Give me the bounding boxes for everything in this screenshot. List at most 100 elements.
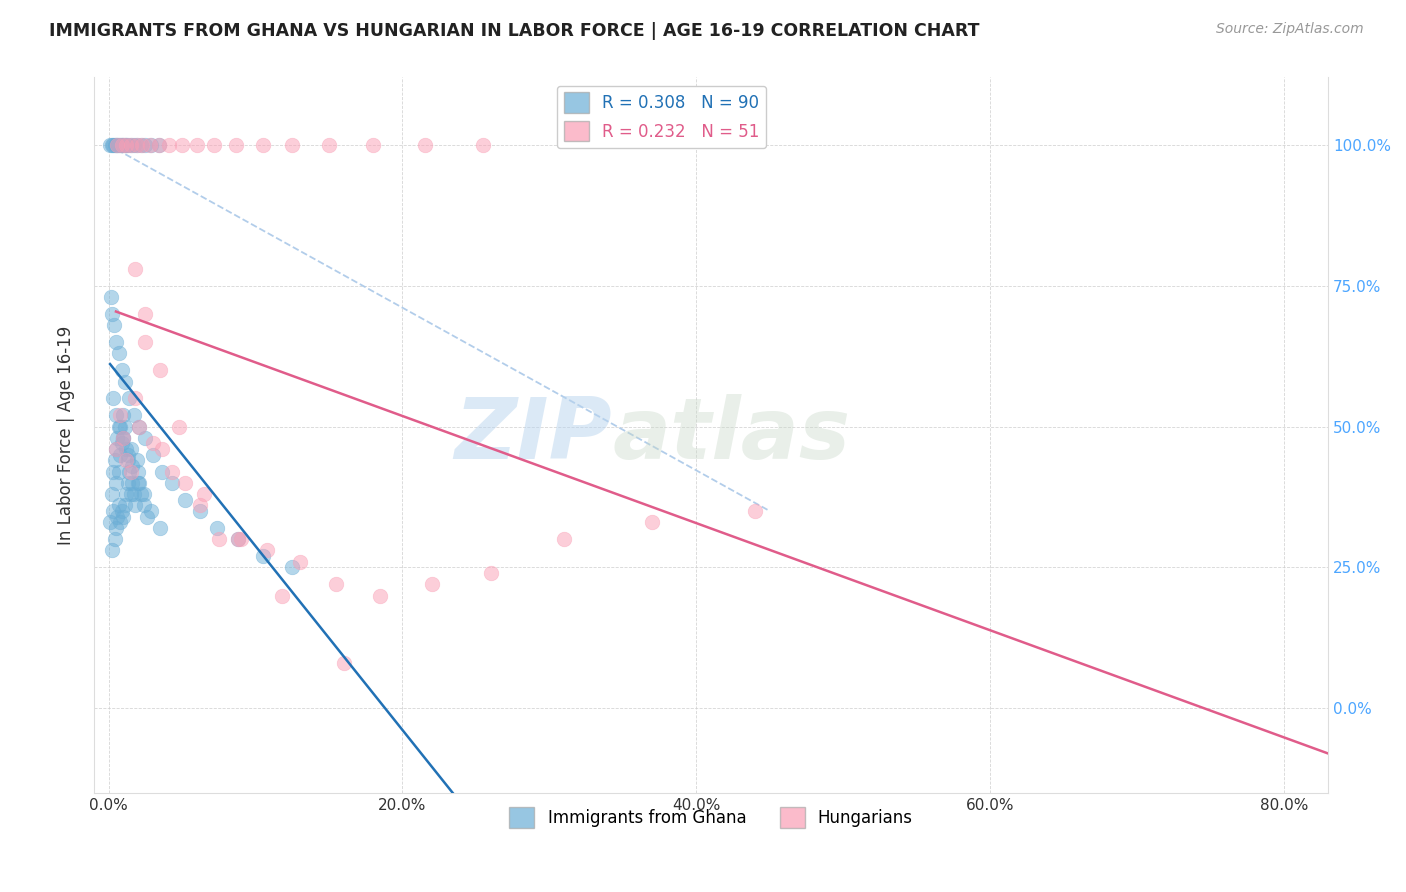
Point	[120, 487, 142, 501]
Point	[125, 453, 148, 467]
Point	[111, 363, 134, 377]
Text: ZIP: ZIP	[454, 393, 612, 476]
Point	[135, 509, 157, 524]
Point	[120, 138, 142, 153]
Point	[114, 419, 136, 434]
Point	[174, 492, 197, 507]
Point	[188, 504, 211, 518]
Text: IMMIGRANTS FROM GHANA VS HUNGARIAN IN LABOR FORCE | AGE 16-19 CORRELATION CHART: IMMIGRANTS FROM GHANA VS HUNGARIAN IN LA…	[49, 22, 980, 40]
Point	[110, 138, 132, 153]
Point	[107, 431, 129, 445]
Point	[134, 335, 156, 350]
Point	[101, 307, 124, 321]
Point	[132, 499, 155, 513]
Point	[101, 504, 124, 518]
Point	[148, 138, 170, 153]
Point	[128, 475, 150, 490]
Point	[193, 487, 215, 501]
Point	[107, 509, 129, 524]
Point	[107, 138, 129, 153]
Point	[141, 138, 163, 153]
Point	[186, 138, 208, 153]
Point	[318, 138, 340, 153]
Point	[281, 560, 304, 574]
Point	[281, 138, 304, 153]
Point	[288, 555, 311, 569]
Point	[100, 487, 122, 501]
Point	[361, 138, 384, 153]
Point	[104, 475, 127, 490]
Point	[641, 516, 664, 530]
Point	[114, 499, 136, 513]
Point	[129, 138, 152, 153]
Point	[125, 138, 148, 153]
Point	[472, 138, 495, 153]
Point	[120, 442, 142, 457]
Point	[149, 363, 172, 377]
Point	[114, 138, 136, 153]
Point	[121, 458, 143, 473]
Point	[121, 475, 143, 490]
Point	[115, 487, 138, 501]
Point	[117, 475, 139, 490]
Point	[117, 448, 139, 462]
Point	[127, 465, 149, 479]
Point	[103, 318, 125, 333]
Point	[100, 290, 122, 304]
Point	[131, 138, 153, 153]
Point	[125, 138, 148, 153]
Point	[122, 138, 145, 153]
Point	[110, 448, 132, 462]
Point	[117, 138, 139, 153]
Point	[188, 499, 211, 513]
Point	[226, 533, 249, 547]
Point	[127, 475, 149, 490]
Point	[101, 465, 124, 479]
Point	[112, 431, 135, 445]
Point	[172, 138, 194, 153]
Point	[150, 465, 173, 479]
Legend: Immigrants from Ghana, Hungarians: Immigrants from Ghana, Hungarians	[502, 801, 920, 834]
Point	[103, 138, 125, 153]
Point	[149, 521, 172, 535]
Point	[110, 419, 132, 434]
Point	[98, 138, 121, 153]
Point	[553, 533, 575, 547]
Point	[141, 504, 163, 518]
Point	[112, 509, 135, 524]
Point	[103, 533, 125, 547]
Point	[111, 138, 134, 153]
Point	[271, 589, 294, 603]
Point	[101, 392, 124, 406]
Point	[134, 138, 156, 153]
Point	[160, 475, 183, 490]
Point	[117, 453, 139, 467]
Point	[100, 543, 122, 558]
Point	[104, 442, 127, 457]
Point	[160, 465, 183, 479]
Point	[112, 409, 135, 423]
Point	[124, 499, 146, 513]
Point	[122, 487, 145, 501]
Point	[111, 504, 134, 518]
Point	[174, 475, 197, 490]
Point	[132, 487, 155, 501]
Point	[108, 346, 131, 360]
Point	[252, 549, 274, 563]
Point	[134, 307, 156, 321]
Point	[208, 533, 231, 547]
Point	[226, 533, 249, 547]
Point	[256, 543, 278, 558]
Point	[98, 516, 121, 530]
Point	[142, 436, 165, 450]
Point	[150, 442, 173, 457]
Point	[120, 138, 142, 153]
Point	[115, 138, 138, 153]
Point	[128, 419, 150, 434]
Point	[110, 409, 132, 423]
Point	[118, 392, 141, 406]
Point	[115, 442, 138, 457]
Point	[252, 138, 274, 153]
Point	[332, 656, 354, 670]
Point	[101, 138, 124, 153]
